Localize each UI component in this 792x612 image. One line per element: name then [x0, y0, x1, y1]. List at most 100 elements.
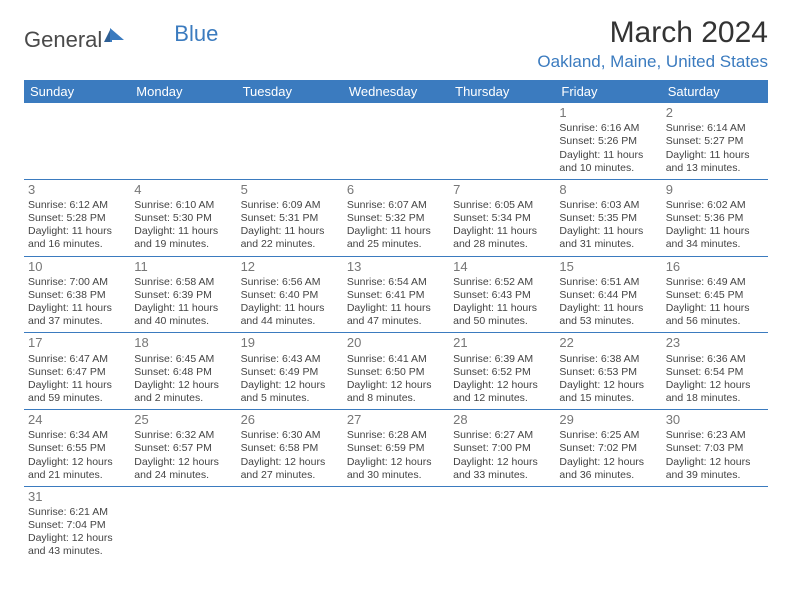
- daylight-line: Daylight: 12 hours and 15 minutes.: [559, 379, 657, 405]
- sunset-value: 6:39 PM: [173, 289, 212, 301]
- daylight-line: Daylight: 11 hours and 19 minutes.: [134, 225, 232, 251]
- sunset-label: Sunset:: [347, 442, 386, 454]
- day-cell: 19Sunrise: 6:43 AMSunset: 6:49 PMDayligh…: [237, 333, 343, 409]
- day-cell: 16Sunrise: 6:49 AMSunset: 6:45 PMDayligh…: [662, 257, 768, 333]
- daylight-label: Daylight:: [453, 225, 497, 237]
- week-row: 24Sunrise: 6:34 AMSunset: 6:55 PMDayligh…: [24, 410, 768, 487]
- sunset-line: Sunset: 6:48 PM: [134, 366, 232, 379]
- sunrise-label: Sunrise:: [134, 429, 175, 441]
- day-number: 10: [28, 259, 126, 275]
- sunset-line: Sunset: 6:38 PM: [28, 289, 126, 302]
- sunrise-label: Sunrise:: [453, 429, 494, 441]
- daylight-line: Daylight: 11 hours and 34 minutes.: [666, 225, 764, 251]
- sunset-line: Sunset: 6:43 PM: [453, 289, 551, 302]
- dayname-row: SundayMondayTuesdayWednesdayThursdayFrid…: [24, 80, 768, 103]
- daylight-label: Daylight:: [347, 225, 391, 237]
- daylight-line: Daylight: 11 hours and 16 minutes.: [28, 225, 126, 251]
- daylight-label: Daylight:: [241, 225, 285, 237]
- logo-text-1: General: [24, 27, 102, 53]
- day-cell: 25Sunrise: 6:32 AMSunset: 6:57 PMDayligh…: [130, 410, 236, 486]
- sunrise-value: 6:52 AM: [495, 276, 534, 288]
- day-number: 14: [453, 259, 551, 275]
- daylight-label: Daylight:: [666, 302, 710, 314]
- day-cell: 23Sunrise: 6:36 AMSunset: 6:54 PMDayligh…: [662, 333, 768, 409]
- sunrise-label: Sunrise:: [241, 199, 282, 211]
- sunset-line: Sunset: 6:58 PM: [241, 442, 339, 455]
- flag-icon: [104, 26, 126, 52]
- daylight-label: Daylight:: [559, 149, 603, 161]
- week-row: 10Sunrise: 7:00 AMSunset: 6:38 PMDayligh…: [24, 257, 768, 334]
- sunset-value: 5:35 PM: [598, 212, 637, 224]
- daylight-label: Daylight:: [28, 302, 72, 314]
- sunrise-label: Sunrise:: [666, 353, 707, 365]
- sunset-value: 6:54 PM: [704, 366, 743, 378]
- daylight-line: Daylight: 11 hours and 22 minutes.: [241, 225, 339, 251]
- day-cell: 5Sunrise: 6:09 AMSunset: 5:31 PMDaylight…: [237, 180, 343, 256]
- daylight-line: Daylight: 11 hours and 25 minutes.: [347, 225, 445, 251]
- sunset-value: 7:00 PM: [492, 442, 531, 454]
- day-cell: 8Sunrise: 6:03 AMSunset: 5:35 PMDaylight…: [555, 180, 661, 256]
- daylight-label: Daylight:: [134, 225, 178, 237]
- sunset-label: Sunset:: [559, 442, 598, 454]
- daylight-label: Daylight:: [453, 456, 497, 468]
- sunrise-value: 6:47 AM: [69, 353, 108, 365]
- sunrise-value: 6:09 AM: [282, 199, 321, 211]
- day-number: 22: [559, 335, 657, 351]
- location: Oakland, Maine, United States: [537, 52, 768, 72]
- sunset-label: Sunset:: [453, 212, 492, 224]
- sunset-label: Sunset:: [28, 366, 67, 378]
- sunrise-value: 6:03 AM: [601, 199, 640, 211]
- day-cell: 2Sunrise: 6:14 AMSunset: 5:27 PMDaylight…: [662, 103, 768, 179]
- daylight-line: Daylight: 11 hours and 44 minutes.: [241, 302, 339, 328]
- daylight-label: Daylight:: [559, 456, 603, 468]
- sunrise-label: Sunrise:: [559, 429, 600, 441]
- sunrise-value: 6:28 AM: [388, 429, 427, 441]
- logo-text-2: Blue: [174, 21, 218, 47]
- day-cell: 24Sunrise: 6:34 AMSunset: 6:55 PMDayligh…: [24, 410, 130, 486]
- sunset-label: Sunset:: [347, 212, 386, 224]
- sunset-label: Sunset:: [241, 366, 280, 378]
- sunset-line: Sunset: 6:54 PM: [666, 366, 764, 379]
- sunset-label: Sunset:: [28, 442, 67, 454]
- daylight-line: Daylight: 12 hours and 30 minutes.: [347, 456, 445, 482]
- sunrise-value: 6:07 AM: [388, 199, 427, 211]
- sunset-value: 5:26 PM: [598, 135, 637, 147]
- day-cell: 27Sunrise: 6:28 AMSunset: 6:59 PMDayligh…: [343, 410, 449, 486]
- day-number: 12: [241, 259, 339, 275]
- day-number: 30: [666, 412, 764, 428]
- sunrise-line: Sunrise: 6:12 AM: [28, 199, 126, 212]
- sunrise-label: Sunrise:: [241, 429, 282, 441]
- sunrise-value: 6:32 AM: [176, 429, 215, 441]
- dayname: Friday: [555, 80, 661, 103]
- calendar: SundayMondayTuesdayWednesdayThursdayFrid…: [24, 80, 768, 563]
- day-cell: 20Sunrise: 6:41 AMSunset: 6:50 PMDayligh…: [343, 333, 449, 409]
- sunrise-line: Sunrise: 6:34 AM: [28, 429, 126, 442]
- sunset-line: Sunset: 6:49 PM: [241, 366, 339, 379]
- daylight-label: Daylight:: [559, 225, 603, 237]
- dayname: Wednesday: [343, 80, 449, 103]
- empty-cell: [555, 487, 661, 563]
- sunset-value: 5:27 PM: [704, 135, 743, 147]
- sunrise-value: 6:56 AM: [282, 276, 321, 288]
- daylight-line: Daylight: 11 hours and 40 minutes.: [134, 302, 232, 328]
- sunset-line: Sunset: 6:45 PM: [666, 289, 764, 302]
- daylight-line: Daylight: 12 hours and 2 minutes.: [134, 379, 232, 405]
- sunset-label: Sunset:: [453, 442, 492, 454]
- daylight-label: Daylight:: [347, 379, 391, 391]
- daylight-line: Daylight: 11 hours and 47 minutes.: [347, 302, 445, 328]
- week-row: 1Sunrise: 6:16 AMSunset: 5:26 PMDaylight…: [24, 103, 768, 180]
- dayname: Saturday: [662, 80, 768, 103]
- daylight-label: Daylight:: [666, 225, 710, 237]
- sunset-line: Sunset: 6:44 PM: [559, 289, 657, 302]
- day-number: 26: [241, 412, 339, 428]
- sunrise-value: 6:14 AM: [707, 122, 746, 134]
- sunrise-label: Sunrise:: [28, 276, 69, 288]
- sunset-line: Sunset: 5:31 PM: [241, 212, 339, 225]
- sunrise-line: Sunrise: 6:49 AM: [666, 276, 764, 289]
- day-number: 5: [241, 182, 339, 198]
- title-block: March 2024 Oakland, Maine, United States: [537, 16, 768, 72]
- sunrise-value: 6:58 AM: [176, 276, 215, 288]
- sunrise-label: Sunrise:: [241, 276, 282, 288]
- sunset-label: Sunset:: [559, 135, 598, 147]
- dayname: Monday: [130, 80, 236, 103]
